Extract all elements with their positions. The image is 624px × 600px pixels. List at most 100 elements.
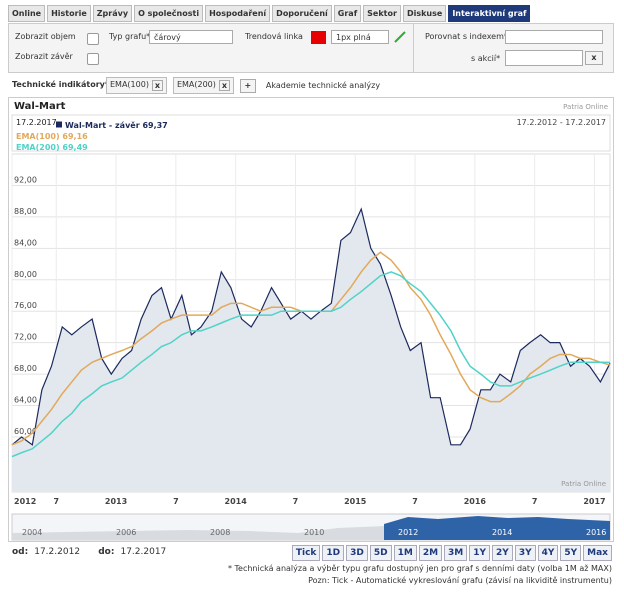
label: Zobrazit objem <box>15 32 76 41</box>
tab[interactable]: Sektor <box>363 5 401 22</box>
label: Porovnat s indexem* <box>425 32 508 41</box>
navigator-label: 2016 <box>586 528 606 537</box>
range-button[interactable]: 3D <box>346 545 368 561</box>
y-tick-label: 80,00 <box>14 270 37 279</box>
tab-bar: Online Historie Zprávy O společnosti Hospoda… <box>8 5 531 22</box>
range-button[interactable]: 2Y <box>492 545 513 561</box>
source: Patria Online <box>563 103 608 111</box>
legend-box <box>11 114 611 152</box>
indicator-chips: EMA(100) x EMA(200) x + Akademie technické an… <box>106 77 380 94</box>
range-button[interactable]: 5Y <box>560 545 582 561</box>
tab[interactable]: Online <box>8 5 46 22</box>
legend-swatch <box>56 121 62 128</box>
x-tick-label: 7 <box>412 497 418 506</box>
tab[interactable]: Zprávy <box>92 5 133 22</box>
y-tick-label: 88,00 <box>14 207 37 216</box>
navigator-label: 2006 <box>116 528 136 537</box>
add-button[interactable]: + <box>239 78 256 93</box>
label: od: <box>12 547 29 557</box>
date-input[interactable]: 17.2.2017 <box>120 547 167 557</box>
separator <box>413 24 414 72</box>
remove-button[interactable]: x <box>218 80 230 91</box>
select[interactable]: 1px plná <box>331 30 389 44</box>
clear-button[interactable]: x <box>585 51 603 65</box>
x-tick-label: 2016 <box>464 497 487 506</box>
navigator-label: 2008 <box>210 528 230 537</box>
tab[interactable]: Graf <box>333 5 362 22</box>
label: do: <box>98 547 115 557</box>
range-buttons: Tick 1D 3D 5D 1M 2M 3M 1Y 2Y 3Y 4Y 5Y Max <box>291 545 612 561</box>
y-tick-label: 60,00 <box>14 427 37 436</box>
price-area <box>12 209 610 492</box>
y-tick-label: 64,00 <box>14 396 37 405</box>
range-button[interactable]: 2M <box>418 545 443 561</box>
series-line <box>11 207 611 446</box>
tab[interactable]: Doporučení <box>272 5 332 22</box>
date-input[interactable]: 17.2.2012 <box>34 547 81 557</box>
color-swatch[interactable] <box>311 31 326 44</box>
range-button[interactable]: 5D <box>369 545 392 561</box>
navigator-selection <box>384 516 610 540</box>
x-tick-label: 2012 <box>14 497 36 506</box>
navigator-label: 2004 <box>22 528 42 537</box>
input[interactable] <box>505 50 583 66</box>
legend-entry: EMA(100) 69,16 <box>16 132 88 141</box>
chip-label: EMA(200) <box>176 80 216 89</box>
navigator-label: 2012 <box>398 528 418 537</box>
range-button[interactable]: Tick <box>291 545 321 561</box>
date-range: od: 17.2.2012 do: 17.2.2017 <box>12 547 166 557</box>
select[interactable] <box>505 30 603 44</box>
y-tick-label: 84,00 <box>14 238 37 247</box>
navigator-label: 2010 <box>304 528 324 537</box>
note: * Technická analýza a výběr typu grafu d… <box>227 564 612 573</box>
checkbox[interactable] <box>87 53 99 65</box>
label: Zobrazit závěr <box>15 52 73 61</box>
tab[interactable]: Historie <box>47 5 91 22</box>
legend-range: 17.2.2012 - 17.2.2017 <box>517 118 606 127</box>
legend-entry: Wal-Mart - závěr 69,37 <box>65 120 168 130</box>
academy-link[interactable]: Akademie technické analýzy <box>265 81 381 90</box>
select[interactable]: čárový <box>149 30 233 44</box>
navigator-label: 2014 <box>492 528 512 537</box>
range-button[interactable]: 4Y <box>537 545 559 561</box>
tab[interactable]: O společnosti <box>134 5 204 22</box>
legend-entry: EMA(200) 69,49 <box>16 143 88 152</box>
pen-icon[interactable] <box>393 30 407 44</box>
legend-date: 17.2.2017 <box>16 118 57 127</box>
range-button[interactable]: 1Y <box>469 545 491 561</box>
indicator-chip: EMA(100) x <box>106 77 167 94</box>
series-line <box>11 271 611 458</box>
range-button[interactable]: 1M <box>393 545 417 561</box>
y-tick-label: 92,00 <box>14 175 37 184</box>
y-tick-label: 72,00 <box>14 333 37 342</box>
x-tick-label: 2017 <box>583 497 605 506</box>
checkbox[interactable] <box>87 33 99 45</box>
x-tick-label: 7 <box>173 497 179 506</box>
range-button[interactable]: 3Y <box>514 545 536 561</box>
tab[interactable]: Diskuse <box>402 5 447 22</box>
navigator-history <box>12 526 384 540</box>
x-tick-label: 2014 <box>225 497 248 506</box>
remove-button[interactable]: x <box>151 80 163 91</box>
indicator-chip: EMA(200) x <box>172 77 234 94</box>
tab[interactable]: Interaktivní graf <box>448 5 531 22</box>
chart: Wal-Mart Patria Online 17.2.2017 17.2.20… <box>8 97 614 542</box>
controls-panel: Zobrazit objem Zobrazit závěr Typ grafu*… <box>8 23 614 73</box>
chart-title: Wal-Mart <box>14 101 66 112</box>
y-tick-label: 68,00 <box>14 364 37 373</box>
chip-label: EMA(100) <box>110 80 149 89</box>
range-button[interactable]: Max <box>583 545 612 561</box>
range-button[interactable]: 1D <box>322 545 345 561</box>
x-tick-label: 7 <box>53 497 59 506</box>
tab[interactable]: Hospodaření <box>205 5 271 22</box>
y-tick-label: 76,00 <box>14 301 37 310</box>
label: s akcií* <box>471 54 501 63</box>
range-button[interactable]: 3M <box>444 545 468 561</box>
label: Typ grafu* <box>109 32 151 41</box>
label: Trendová linka <box>245 32 303 41</box>
x-tick-label: 2013 <box>105 497 127 506</box>
x-tick-label: 2015 <box>344 497 367 506</box>
indicators-label: Technické indikátory*: <box>12 80 113 89</box>
x-tick-label: 7 <box>293 497 299 506</box>
